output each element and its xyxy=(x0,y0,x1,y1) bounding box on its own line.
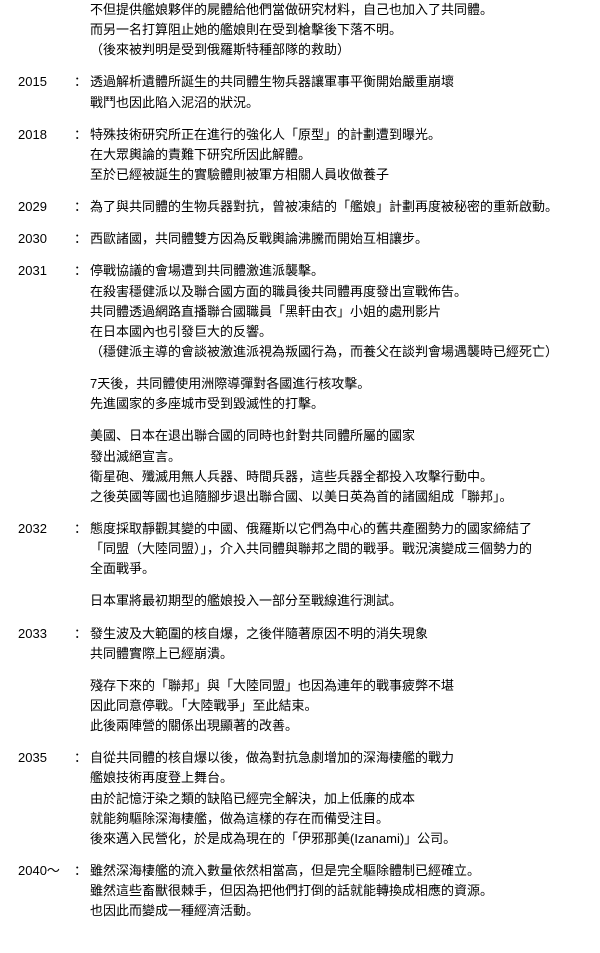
timeline-separator: ： xyxy=(74,261,90,281)
timeline-text: 自從共同體的核自爆以後，做為對抗急劇增加的深海棲艦的戰力艦娘技術再度登上舞台。由… xyxy=(90,748,582,849)
paragraph: 自從共同體的核自爆以後，做為對抗急劇增加的深海棲艦的戰力艦娘技術再度登上舞台。由… xyxy=(90,748,582,849)
text-line: 由於記憶汙染之類的缺陷已經完全解決，加上低廉的成本 xyxy=(90,789,582,809)
text-line: 殘存下來的「聯邦」與「大陸同盟」也因為連年的戰事疲弊不堪 xyxy=(90,676,582,696)
timeline-entry: 2031：停戰協議的會場遭到共同體激進派襲擊。在殺害穩健派以及聯合國方面的職員後… xyxy=(18,261,582,507)
timeline-separator: ： xyxy=(74,229,90,249)
text-line: 特殊技術研究所正在進行的強化人「原型」的計劃遭到曝光。 xyxy=(90,125,582,145)
timeline-entry: 2033：發生波及大範圍的核自爆，之後伴隨著原因不明的消失現象共同體實際上已經崩… xyxy=(18,624,582,737)
text-line: 為了與共同體的生物兵器對抗，曾被凍結的「艦娘」計劃再度被秘密的重新啟動。 xyxy=(90,197,582,217)
timeline-entry: 2040～：雖然深海棲艦的流入數量依然相當高，但是完全驅除體制已經確立。雖然這些… xyxy=(18,861,582,921)
paragraph: 為了與共同體的生物兵器對抗，曾被凍結的「艦娘」計劃再度被秘密的重新啟動。 xyxy=(90,197,582,217)
paragraph: 西歐諸國，共同體雙方因為反戰輿論沸騰而開始互相讓步。 xyxy=(90,229,582,249)
text-line: 至於已經被誕生的實驗體則被軍方相關人員收做養子 xyxy=(90,165,582,185)
text-line: 在大眾輿論的責難下研究所因此解體。 xyxy=(90,145,582,165)
timeline-text: 雖然深海棲艦的流入數量依然相當高，但是完全驅除體制已經確立。雖然這些畜獸很棘手，… xyxy=(90,861,582,921)
text-line: 而另一名打算阻止她的艦娘則在受到槍擊後下落不明。 xyxy=(90,20,582,40)
timeline-year: 2029 xyxy=(18,197,74,217)
timeline-entry: 2030：西歐諸國，共同體雙方因為反戰輿論沸騰而開始互相讓步。 xyxy=(18,229,582,249)
timeline-separator: ： xyxy=(74,519,90,539)
timeline-text: 停戰協議的會場遭到共同體激進派襲擊。在殺害穩健派以及聯合國方面的職員後共同體再度… xyxy=(90,261,582,507)
text-line: 發生波及大範圍的核自爆，之後伴隨著原因不明的消失現象 xyxy=(90,624,582,644)
text-line: 「同盟（大陸同盟）」，介入共同體與聯邦之間的戰爭。戰況演變成三個勢力的 xyxy=(90,539,582,559)
text-line: （後來被判明是受到俄羅斯特種部隊的救助） xyxy=(90,40,582,60)
timeline-text: 為了與共同體的生物兵器對抗，曾被凍結的「艦娘」計劃再度被秘密的重新啟動。 xyxy=(90,197,582,217)
text-line: 7天後，共同體使用洲際導彈對各國進行核攻擊。 xyxy=(90,374,582,394)
timeline-separator: ： xyxy=(74,861,90,881)
timeline-entry: 不但提供艦娘夥伴的屍體給他們當做研究材料，自己也加入了共同體。而另一名打算阻止她… xyxy=(18,0,582,60)
text-line: 艦娘技術再度登上舞台。 xyxy=(90,768,582,788)
text-line: 雖然深海棲艦的流入數量依然相當高，但是完全驅除體制已經確立。 xyxy=(90,861,582,881)
timeline-year: 2040～ xyxy=(18,861,74,881)
timeline-separator: ： xyxy=(74,72,90,92)
timeline-text: 特殊技術研究所正在進行的強化人「原型」的計劃遭到曝光。在大眾輿論的責難下研究所因… xyxy=(90,125,582,185)
paragraph: 日本軍將最初期型的艦娘投入一部分至戰線進行測試。 xyxy=(90,591,582,611)
text-line: 就能夠驅除深海棲艦，做為這樣的存在而備受注目。 xyxy=(90,809,582,829)
paragraph: 不但提供艦娘夥伴的屍體給他們當做研究材料，自己也加入了共同體。而另一名打算阻止她… xyxy=(90,0,582,60)
timeline-entry: 2018：特殊技術研究所正在進行的強化人「原型」的計劃遭到曝光。在大眾輿論的責難… xyxy=(18,125,582,185)
timeline-text: 不但提供艦娘夥伴的屍體給他們當做研究材料，自己也加入了共同體。而另一名打算阻止她… xyxy=(90,0,582,60)
text-line: 共同體透過網路直播聯合國職員「黑軒由衣」小姐的處刑影片 xyxy=(90,302,582,322)
text-line: 西歐諸國，共同體雙方因為反戰輿論沸騰而開始互相讓步。 xyxy=(90,229,582,249)
timeline-entry: 2029：為了與共同體的生物兵器對抗，曾被凍結的「艦娘」計劃再度被秘密的重新啟動… xyxy=(18,197,582,217)
text-line: 先進國家的多座城市受到毀滅性的打擊。 xyxy=(90,394,582,414)
timeline-year: 2015 xyxy=(18,72,74,92)
text-line: 後來邁入民營化，於是成為現在的「伊邪那美(Izanami)」公司。 xyxy=(90,829,582,849)
text-line: 因此同意停戰。「大陸戰爭」至此結束。 xyxy=(90,696,582,716)
timeline-separator: ： xyxy=(74,197,90,217)
paragraph: 7天後，共同體使用洲際導彈對各國進行核攻擊。先進國家的多座城市受到毀滅性的打擊。 xyxy=(90,374,582,414)
text-line: 在日本國內也引發巨大的反響。 xyxy=(90,322,582,342)
timeline-separator: ： xyxy=(74,624,90,644)
timeline-year: 2035 xyxy=(18,748,74,768)
timeline-text: 西歐諸國，共同體雙方因為反戰輿論沸騰而開始互相讓步。 xyxy=(90,229,582,249)
text-line: 態度採取靜觀其變的中國、俄羅斯以它們為中心的舊共產圈勢力的國家締結了 xyxy=(90,519,582,539)
timeline-text: 態度採取靜觀其變的中國、俄羅斯以它們為中心的舊共產圈勢力的國家締結了「同盟（大陸… xyxy=(90,519,582,612)
text-line: 戰鬥也因此陷入泥沼的狀況。 xyxy=(90,93,582,113)
text-line: 全面戰爭。 xyxy=(90,559,582,579)
text-line: 此後兩陣營的關係出現顯著的改善。 xyxy=(90,716,582,736)
paragraph: 雖然深海棲艦的流入數量依然相當高，但是完全驅除體制已經確立。雖然這些畜獸很棘手，… xyxy=(90,861,582,921)
timeline-year: 2031 xyxy=(18,261,74,281)
paragraph: 停戰協議的會場遭到共同體激進派襲擊。在殺害穩健派以及聯合國方面的職員後共同體再度… xyxy=(90,261,582,362)
timeline-separator: ： xyxy=(74,748,90,768)
paragraph: 特殊技術研究所正在進行的強化人「原型」的計劃遭到曝光。在大眾輿論的責難下研究所因… xyxy=(90,125,582,185)
paragraph: 態度採取靜觀其變的中國、俄羅斯以它們為中心的舊共產圈勢力的國家締結了「同盟（大陸… xyxy=(90,519,582,579)
timeline-text: 發生波及大範圍的核自爆，之後伴隨著原因不明的消失現象共同體實際上已經崩潰。殘存下… xyxy=(90,624,582,737)
timeline-year: 2030 xyxy=(18,229,74,249)
timeline-separator: ： xyxy=(74,125,90,145)
timeline-year: 2033 xyxy=(18,624,74,644)
text-line: 共同體實際上已經崩潰。 xyxy=(90,644,582,664)
timeline-entry: 2035：自從共同體的核自爆以後，做為對抗急劇增加的深海棲艦的戰力艦娘技術再度登… xyxy=(18,748,582,849)
text-line: 在殺害穩健派以及聯合國方面的職員後共同體再度發出宣戰佈告。 xyxy=(90,282,582,302)
paragraph: 殘存下來的「聯邦」與「大陸同盟」也因為連年的戰事疲弊不堪因此同意停戰。「大陸戰爭… xyxy=(90,676,582,736)
text-line: 之後英國等國也追隨腳步退出聯合國、以美日英為首的諸國組成「聯邦」。 xyxy=(90,487,582,507)
paragraph: 透過解析遺體所誕生的共同體生物兵器讓軍事平衡開始嚴重崩壞戰鬥也因此陷入泥沼的狀況… xyxy=(90,72,582,112)
text-line: 不但提供艦娘夥伴的屍體給他們當做研究材料，自己也加入了共同體。 xyxy=(90,0,582,20)
text-line: 美國、日本在退出聯合國的同時也針對共同體所屬的國家 xyxy=(90,426,582,446)
text-line: 日本軍將最初期型的艦娘投入一部分至戰線進行測試。 xyxy=(90,591,582,611)
timeline-entry: 2032：態度採取靜觀其變的中國、俄羅斯以它們為中心的舊共產圈勢力的國家締結了「… xyxy=(18,519,582,612)
timeline-text: 透過解析遺體所誕生的共同體生物兵器讓軍事平衡開始嚴重崩壞戰鬥也因此陷入泥沼的狀況… xyxy=(90,72,582,112)
text-line: 衛星砲、殲滅用無人兵器、時間兵器，這些兵器全都投入攻擊行動中。 xyxy=(90,467,582,487)
timeline-entry: 2015：透過解析遺體所誕生的共同體生物兵器讓軍事平衡開始嚴重崩壞戰鬥也因此陷入… xyxy=(18,72,582,112)
text-line: 自從共同體的核自爆以後，做為對抗急劇增加的深海棲艦的戰力 xyxy=(90,748,582,768)
text-line: 也因此而變成一種經濟活動。 xyxy=(90,901,582,921)
text-line: 停戰協議的會場遭到共同體激進派襲擊。 xyxy=(90,261,582,281)
paragraph: 美國、日本在退出聯合國的同時也針對共同體所屬的國家發出滅絕宣言。衛星砲、殲滅用無… xyxy=(90,426,582,507)
text-line: 雖然這些畜獸很棘手，但因為把他們打倒的話就能轉換成相應的資源。 xyxy=(90,881,582,901)
text-line: 透過解析遺體所誕生的共同體生物兵器讓軍事平衡開始嚴重崩壞 xyxy=(90,72,582,92)
timeline-year: 2032 xyxy=(18,519,74,539)
timeline-year: 2018 xyxy=(18,125,74,145)
text-line: （穩健派主導的會談被激進派視為叛國行為，而養父在談判會場遇襲時已經死亡） xyxy=(90,342,582,362)
text-line: 發出滅絕宣言。 xyxy=(90,447,582,467)
paragraph: 發生波及大範圍的核自爆，之後伴隨著原因不明的消失現象共同體實際上已經崩潰。 xyxy=(90,624,582,664)
